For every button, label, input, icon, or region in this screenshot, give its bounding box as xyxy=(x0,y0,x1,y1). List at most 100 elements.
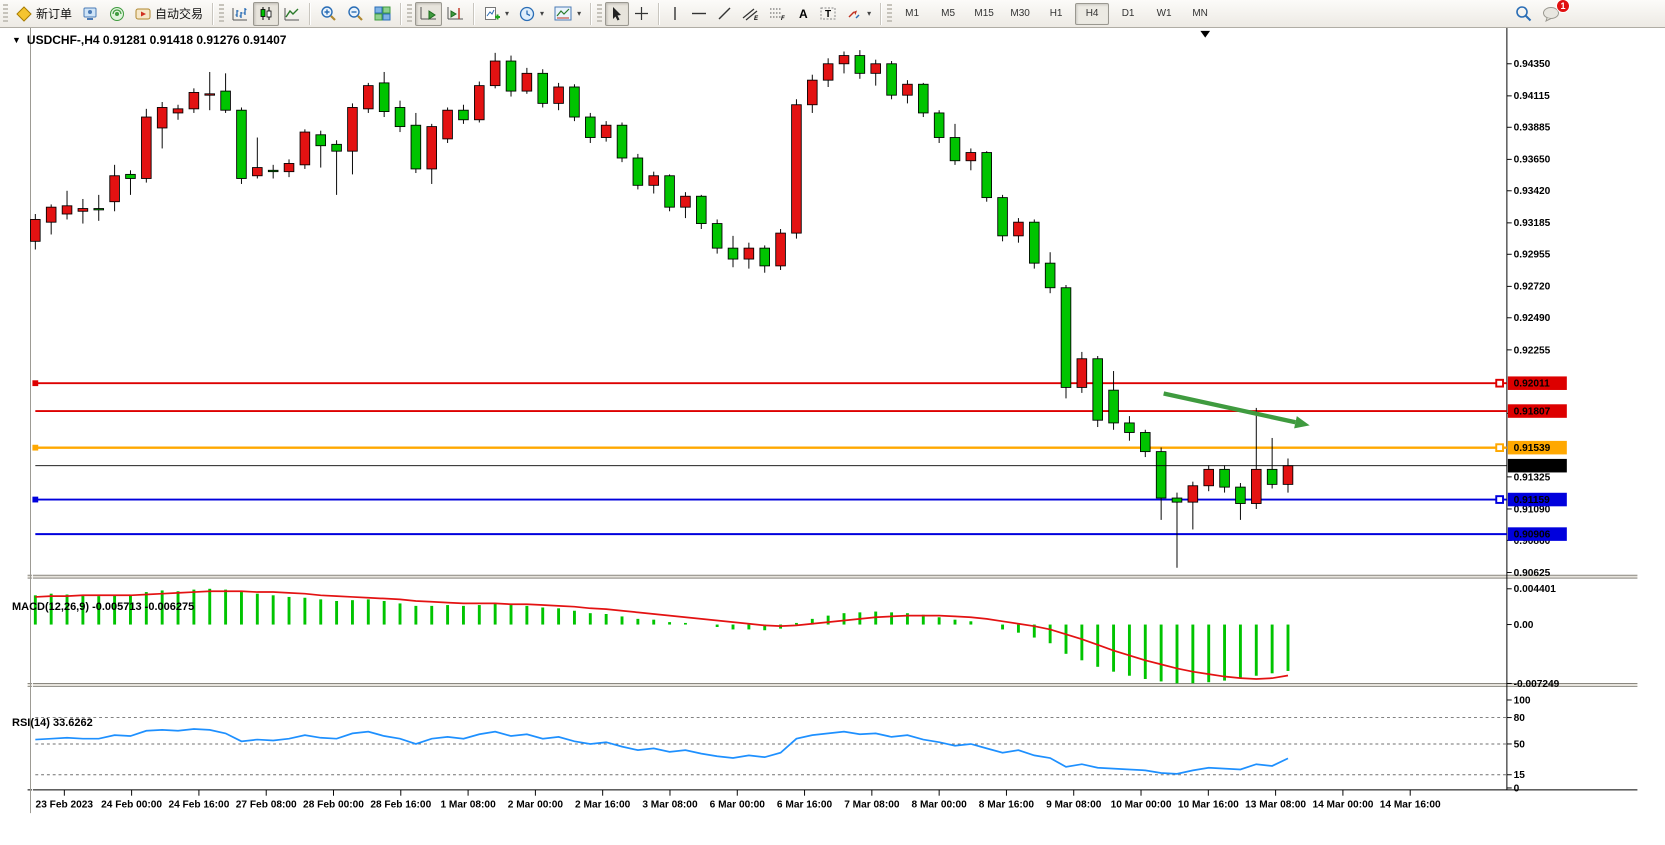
arrows-tool-button[interactable]: ▾ xyxy=(841,2,876,26)
candle-bull xyxy=(521,72,533,92)
cursor-tool-button[interactable] xyxy=(605,1,630,26)
candle-bull xyxy=(870,63,881,74)
candle-bull xyxy=(141,116,152,179)
new-order-button[interactable]: 新订单 xyxy=(11,2,77,26)
toolbar-drag-handle[interactable] xyxy=(219,3,225,24)
pane-separator[interactable] xyxy=(27,575,1638,579)
bar-chart-mode-button[interactable] xyxy=(227,2,253,26)
bar-chart-icon xyxy=(232,8,248,21)
time-tick-label: 9 Mar 08:00 xyxy=(1046,799,1102,810)
candle-bear xyxy=(727,247,739,260)
candle-bear xyxy=(949,137,961,162)
zoom-in-button[interactable] xyxy=(315,2,342,26)
chart-shift-button[interactable] xyxy=(442,2,469,26)
text-icon: A xyxy=(799,7,808,21)
trendline-tool-button[interactable] xyxy=(712,2,737,26)
candle-bull xyxy=(45,206,57,223)
trend-arrow-head[interactable] xyxy=(1294,416,1310,429)
toolbar-separator xyxy=(658,2,661,25)
toolbar-drag-handle[interactable] xyxy=(407,3,413,24)
time-tick-label: 6 Mar 16:00 xyxy=(777,799,833,810)
periods-button[interactable]: ▾ xyxy=(514,2,549,26)
candle-bear xyxy=(918,83,929,114)
line-chart-mode-button[interactable] xyxy=(279,2,305,26)
horizontal-line-tool-button[interactable] xyxy=(686,2,712,26)
candle-bull xyxy=(680,195,691,208)
pane-separator[interactable] xyxy=(27,683,1638,687)
collapse-quote-icon[interactable]: ▼ xyxy=(12,35,21,45)
zoom-out-button[interactable] xyxy=(342,2,369,26)
crosshair-tool-button[interactable] xyxy=(629,2,654,26)
price-badge-label: 0.91159 xyxy=(1514,495,1550,506)
text-tool-button[interactable]: A xyxy=(791,2,815,26)
trend-arrow-object[interactable] xyxy=(1163,391,1296,425)
hline-right-handle[interactable] xyxy=(1495,495,1504,504)
candlestick-mode-button[interactable] xyxy=(253,1,280,26)
candle-bear xyxy=(854,55,866,74)
template-icon xyxy=(554,6,572,21)
candle-bear xyxy=(997,197,1008,237)
toolbar-drag-handle[interactable] xyxy=(597,3,603,24)
equidistant-channel-tool-button[interactable]: E xyxy=(737,2,764,26)
text-label-icon: T xyxy=(820,7,836,20)
auto-scroll-button[interactable] xyxy=(415,1,443,26)
candle-bear xyxy=(569,86,580,118)
notifications-button[interactable]: 1 xyxy=(1537,0,1570,26)
candle-bear xyxy=(1266,468,1278,485)
timeframe-h4-button[interactable]: H4 xyxy=(1075,2,1110,25)
toolbar-separator xyxy=(473,2,476,25)
timeframe-m1-button[interactable]: M1 xyxy=(905,7,920,19)
timeframe-w1-button[interactable]: W1 xyxy=(1156,7,1172,19)
vertical-line-tool-button[interactable] xyxy=(664,2,686,26)
candle-bull xyxy=(61,205,73,215)
candle-bear xyxy=(933,112,945,138)
candle-bear xyxy=(125,173,136,179)
toolbar-drag-handle[interactable] xyxy=(3,3,8,24)
tile-windows-button[interactable] xyxy=(369,2,396,26)
rsi-pane-label: RSI(14) 33.6262 xyxy=(12,717,93,729)
time-tick-label: 23 Feb 2023 xyxy=(36,799,94,810)
navigator-button[interactable] xyxy=(77,2,104,26)
toolbar-drag-handle[interactable] xyxy=(887,3,893,24)
hline-left-handle[interactable] xyxy=(32,496,39,503)
chart-area[interactable]: 0.94350 0.94115 0.93885 0.93650 0.93420 0.931… xyxy=(0,28,1665,845)
candle-bull xyxy=(1076,358,1088,388)
timeframe-m30-button[interactable]: M30 xyxy=(1010,7,1030,19)
timeframe-h1-button[interactable]: H1 xyxy=(1049,7,1063,19)
new-chart-button[interactable]: ▾ xyxy=(479,2,514,26)
timeframe-m5-button[interactable]: M5 xyxy=(941,7,956,19)
hline-right-handle[interactable] xyxy=(1495,378,1504,388)
hline-right-handle[interactable] xyxy=(1495,443,1504,453)
text-label-tool-button[interactable]: T xyxy=(815,2,841,26)
dropdown-arrow: ▾ xyxy=(540,9,545,18)
candle-bull xyxy=(807,79,818,106)
symbol-quote-text: USDCHF-,H4 0.91281 0.91418 0.91276 0.914… xyxy=(26,33,287,47)
chart-shift-marker[interactable] xyxy=(1200,30,1211,38)
fibonacci-tool-button[interactable]: F xyxy=(764,2,791,26)
chart-canvas[interactable]: 0.94350 0.94115 0.93885 0.93650 0.93420 0.931… xyxy=(0,28,1665,845)
candle-bull xyxy=(363,85,374,110)
price-badge-label: 0.91539 xyxy=(1514,443,1551,454)
price-tick-label: 0.92490 xyxy=(1514,313,1551,324)
auto-trading-button[interactable]: 自动交易 xyxy=(130,2,208,26)
candle-bull xyxy=(822,63,834,81)
timeframe-d1-button[interactable]: D1 xyxy=(1121,7,1135,19)
candle-bull xyxy=(600,124,612,138)
candle-bear xyxy=(711,223,723,249)
candle-bear xyxy=(1044,262,1056,289)
timeframe-m15-button[interactable]: M15 xyxy=(974,7,994,19)
templates-button[interactable]: ▾ xyxy=(549,2,586,26)
signals-button[interactable] xyxy=(104,2,130,26)
timeframe-mn-button[interactable]: MN xyxy=(1192,7,1208,19)
search-button[interactable] xyxy=(1510,2,1537,26)
hline-left-handle[interactable] xyxy=(32,380,39,387)
price-badge-label: 0.92011 xyxy=(1514,379,1550,390)
price-tick-label: 0.90860 xyxy=(1514,536,1551,547)
hline-left-handle[interactable] xyxy=(32,444,39,451)
candle-bull xyxy=(442,109,453,140)
macd-tick-label: 0.00 xyxy=(1514,620,1534,631)
search-icon xyxy=(1516,6,1532,22)
time-tick-label: 8 Mar 16:00 xyxy=(979,799,1035,810)
price-badge xyxy=(1507,376,1567,390)
svg-text:E: E xyxy=(754,16,759,21)
